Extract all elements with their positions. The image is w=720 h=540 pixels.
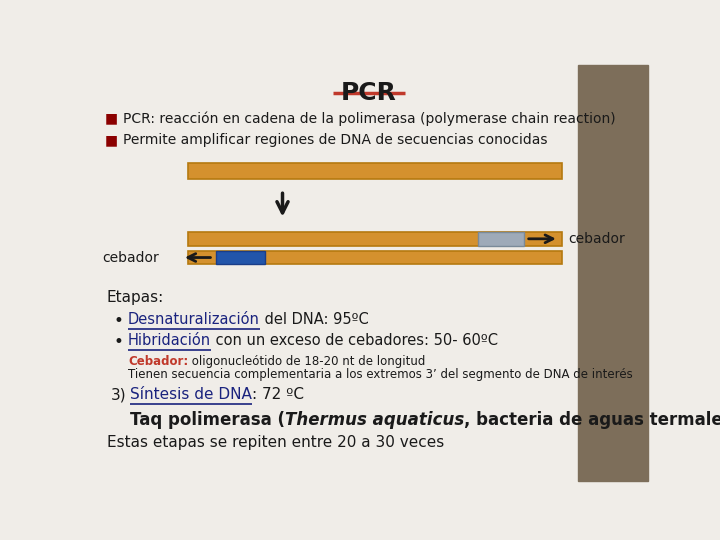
Text: PCR: PCR bbox=[341, 80, 397, 105]
Text: 3): 3) bbox=[111, 387, 127, 402]
Text: Taq polimerasa (: Taq polimerasa ( bbox=[130, 411, 285, 429]
Text: ■: ■ bbox=[105, 133, 118, 147]
Bar bbox=[188, 251, 562, 265]
Text: Síntesis de DNA: Síntesis de DNA bbox=[130, 387, 252, 402]
Text: Tienen secuencia complementaria a los extremos 3’ del segmento de DNA de interés: Tienen secuencia complementaria a los ex… bbox=[128, 368, 633, 381]
Text: Permite amplificar regiones de DNA de secuencias conocidas: Permite amplificar regiones de DNA de se… bbox=[124, 133, 548, 147]
Text: •: • bbox=[114, 333, 123, 351]
Text: con un exceso de cebadores: 50- 60ºC: con un exceso de cebadores: 50- 60ºC bbox=[211, 333, 498, 348]
Text: PCR: reacción en cadena de la polimerasa (polymerase chain reaction): PCR: reacción en cadena de la polimerasa… bbox=[124, 111, 616, 126]
Bar bbox=[478, 232, 524, 246]
Text: Cebador:: Cebador: bbox=[128, 355, 188, 368]
Bar bbox=[215, 251, 265, 265]
Text: : 72 ºC: : 72 ºC bbox=[252, 387, 304, 402]
Text: Estas etapas se repiten entre 20 a 30 veces: Estas etapas se repiten entre 20 a 30 ve… bbox=[107, 435, 444, 450]
Text: ■: ■ bbox=[105, 111, 118, 125]
Text: Hibridación: Hibridación bbox=[128, 333, 211, 348]
Text: oligonucleótido de 18-20 nt de longitud: oligonucleótido de 18-20 nt de longitud bbox=[188, 355, 426, 368]
Bar bbox=[578, 65, 648, 481]
Text: Thermus aquaticus: Thermus aquaticus bbox=[285, 411, 464, 429]
Text: Desnaturalización: Desnaturalización bbox=[128, 312, 260, 327]
Bar bbox=[188, 163, 562, 179]
Bar bbox=[188, 232, 562, 246]
Text: cebador: cebador bbox=[568, 232, 625, 246]
Text: Etapas:: Etapas: bbox=[107, 290, 164, 305]
Text: del DNA: 95ºC: del DNA: 95ºC bbox=[260, 312, 369, 327]
Text: , bacteria de aguas termales): , bacteria de aguas termales) bbox=[464, 411, 720, 429]
Text: •: • bbox=[114, 312, 123, 330]
Text: cebador: cebador bbox=[102, 251, 159, 265]
